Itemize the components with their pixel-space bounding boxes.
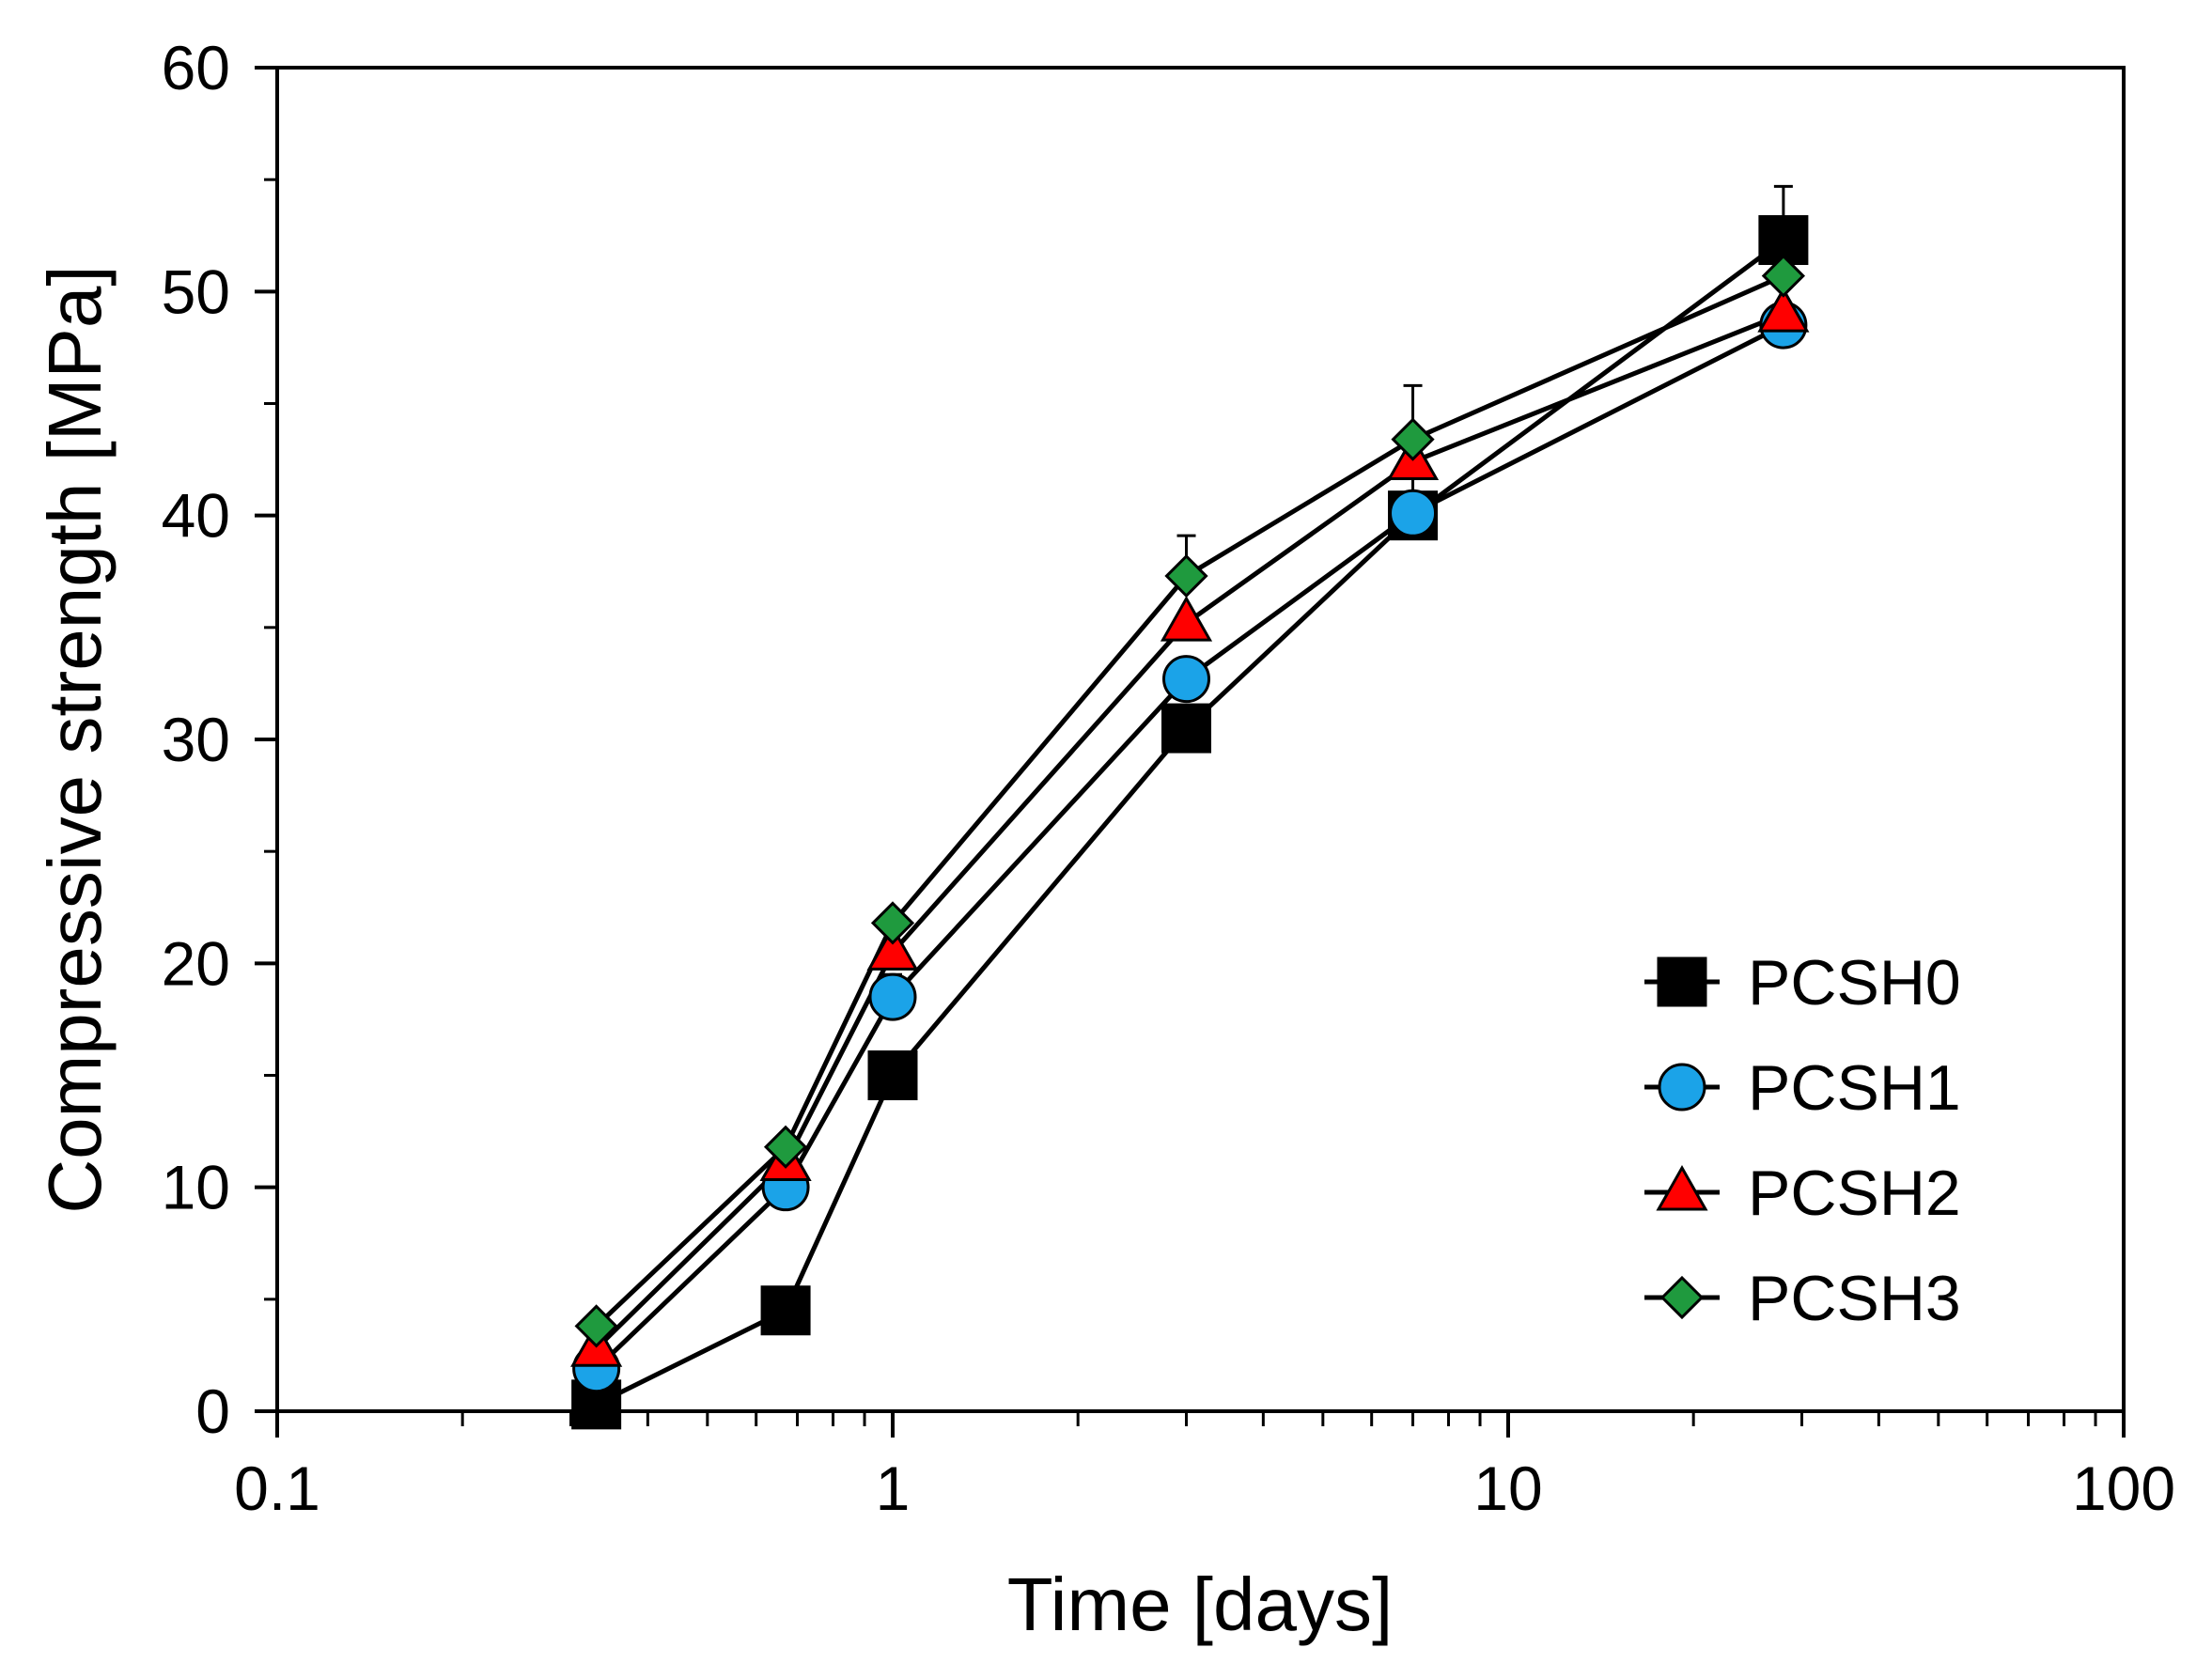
legend: PCSH0 PCSH1 PCSH2 PCSH3: [1644, 947, 1961, 1334]
data-point-pcsh3: [1164, 553, 1208, 599]
data-point-pcsh3: [870, 901, 915, 945]
series-line-pcsh2: [594, 311, 1784, 1351]
data-point-pcsh0: [760, 1285, 811, 1336]
legend-marker: [1656, 1164, 1708, 1211]
x-tick-label: 1: [876, 1454, 911, 1523]
y-tick-label: 30: [162, 705, 230, 774]
data-point-pcsh0: [1161, 703, 1212, 754]
x-tick-label: 100: [2072, 1454, 2175, 1523]
y-minor-ticks: [264, 178, 277, 1301]
data-point-pcsh1: [1162, 655, 1211, 704]
data-point-pcsh3: [1761, 254, 1806, 298]
y-tick-label: 60: [162, 33, 230, 102]
series-lines: [594, 238, 1785, 1407]
y-tick-label: 0: [195, 1376, 230, 1446]
legend-item-pcsh0: PCSH0: [1644, 947, 1961, 1018]
series-line-pcsh0: [595, 238, 1785, 1407]
y-axis-ticks: 0 10 20 30 40 50 60: [162, 33, 277, 1446]
y-axis-title: Compressive strength [MPa]: [33, 265, 117, 1213]
legend-item-pcsh1: PCSH1: [1644, 1052, 1961, 1124]
data-point-pcsh3: [1391, 417, 1435, 461]
data-point-pcsh1: [868, 972, 917, 1021]
x-axis-title: Time [days]: [1007, 1562, 1393, 1646]
legend-marker: [1657, 956, 1707, 1007]
data-point-pcsh2: [866, 925, 919, 971]
data-point-pcsh3: [763, 1125, 808, 1169]
y-tick-label: 10: [162, 1153, 230, 1222]
legend-marker: [1658, 1063, 1706, 1112]
series-line-pcsh3: [594, 273, 1784, 1329]
data-point-pcsh3: [574, 1304, 618, 1348]
y-tick-label: 50: [162, 257, 230, 326]
y-tick-label: 20: [162, 928, 230, 998]
series-line-pcsh1: [594, 322, 1785, 1371]
x-tick-label: 0.1: [234, 1454, 320, 1523]
data-point-pcsh0: [867, 1050, 918, 1100]
series-markers: [570, 215, 1810, 1430]
legend-label: PCSH2: [1748, 1158, 1961, 1229]
legend-marker: [1659, 1275, 1705, 1320]
legend-item-pcsh2: PCSH2: [1644, 1158, 1961, 1229]
legend-label: PCSH1: [1748, 1052, 1961, 1124]
legend-label: PCSH0: [1748, 947, 1961, 1018]
x-tick-label: 10: [1473, 1454, 1542, 1523]
data-point-pcsh0: [571, 1379, 622, 1430]
data-point-pcsh2: [1160, 596, 1213, 642]
x-axis-ticks: 0.1 1 10 100: [234, 1411, 2175, 1523]
data-point-pcsh2: [1757, 287, 1810, 333]
y-tick-label: 40: [162, 481, 230, 551]
legend-label: PCSH3: [1748, 1263, 1961, 1334]
legend-item-pcsh3: PCSH3: [1644, 1263, 1961, 1334]
data-point-pcsh1: [1389, 489, 1438, 537]
